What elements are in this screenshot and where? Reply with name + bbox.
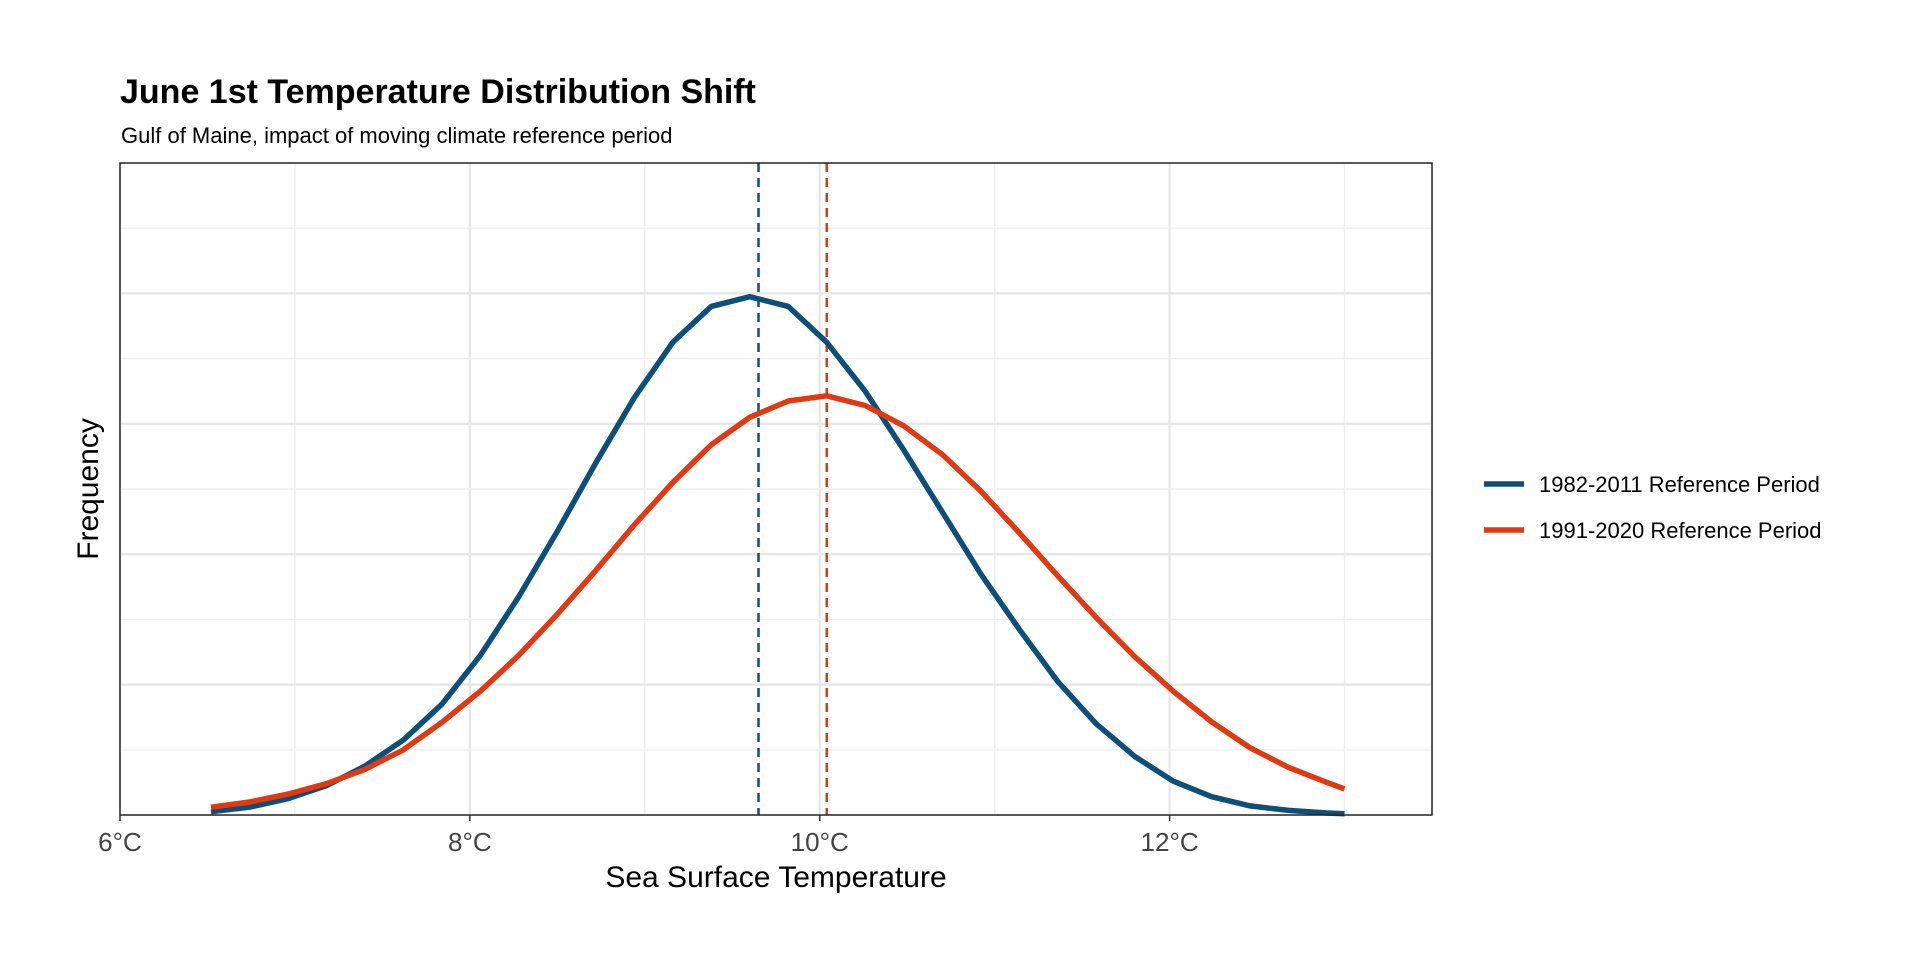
- grid: [120, 163, 1432, 815]
- series-line: [210, 293, 1345, 817]
- x-tick-label: 6°C: [98, 827, 142, 857]
- legend: 1982-2011 Reference Period 1991-2020 Refe…: [1484, 472, 1822, 543]
- series-lines: [210, 293, 1346, 817]
- x-tick-label: 8°C: [448, 827, 492, 857]
- mean-reference-lines: [757, 163, 828, 815]
- y-axis-title: Frequency: [72, 418, 105, 560]
- x-axis-title: Sea Surface Temperature: [605, 861, 946, 894]
- x-axis-ticks: 6°C 8°C 10°C 12°C: [98, 815, 1199, 857]
- x-tick-label: 10°C: [791, 827, 849, 857]
- chart-title: June 1st Temperature Distribution Shift: [120, 73, 756, 111]
- legend-label: 1991-2020 Reference Period: [1539, 518, 1822, 543]
- plot-panel-border: [119, 162, 1433, 816]
- legend-label: 1982-2011 Reference Period: [1539, 472, 1820, 497]
- chart-subtitle: Gulf of Maine, impact of moving climate …: [121, 123, 672, 148]
- series-line: [210, 393, 1346, 810]
- x-tick-label: 12°C: [1141, 827, 1199, 857]
